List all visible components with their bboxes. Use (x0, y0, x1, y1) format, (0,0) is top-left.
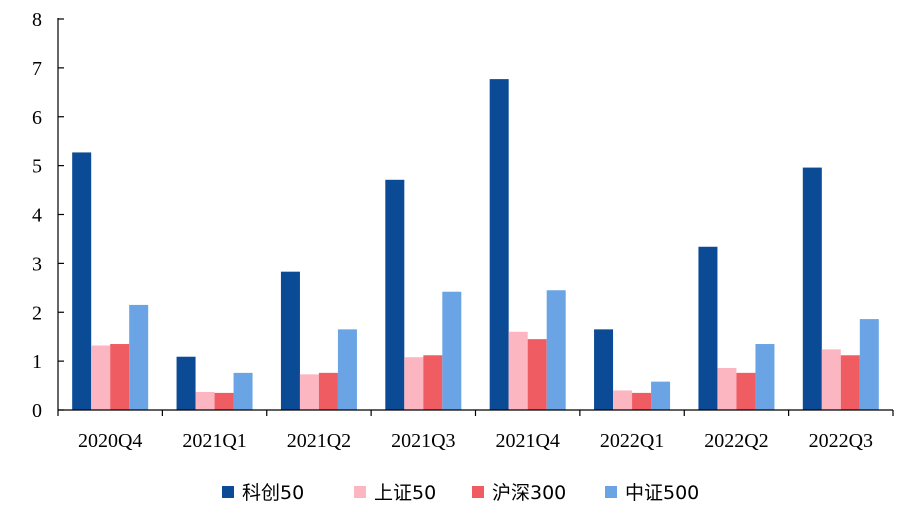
x-tick-label: 2022Q3 (809, 430, 873, 452)
bar-2022Q2-s0 (698, 246, 718, 410)
bar-2021Q2-s2 (318, 372, 338, 410)
bar-2022Q2-s1 (717, 367, 737, 410)
y-tick-label: 7 (32, 58, 42, 80)
bar-2022Q2-s2 (736, 372, 756, 410)
x-tick-label: 2022Q1 (600, 430, 664, 452)
legend-label-0: 科创50 (242, 482, 304, 504)
bar-2021Q4-s1 (508, 331, 528, 410)
bar-2022Q1-s1 (613, 390, 633, 410)
bar-2021Q4-s0 (489, 79, 509, 411)
bar-2021Q1-s0 (176, 356, 196, 410)
bars-group (72, 79, 879, 411)
bar-2022Q1-s3 (651, 381, 671, 410)
bar-2021Q1-s2 (214, 392, 234, 410)
y-tick-label: 1 (32, 351, 42, 373)
legend-swatch-1 (354, 486, 366, 498)
bar-2022Q2-s3 (755, 344, 775, 410)
bar-2022Q3-s2 (840, 355, 860, 410)
bar-2021Q1-s1 (195, 391, 215, 410)
y-tick-label: 8 (32, 9, 42, 31)
x-tick-label: 2021Q1 (182, 430, 246, 452)
bar-2020Q4-s1 (91, 345, 111, 410)
axes-group: 0 1 2 3 4 5 6 7 8 2020Q4 2021Q1 2021Q2 2021Q3 2021Q4 2… (32, 9, 894, 452)
legend-label-3: 中证500 (625, 482, 699, 504)
legend-swatch-0 (222, 486, 234, 498)
bar-2020Q4-s3 (129, 304, 149, 410)
x-tick-label: 2021Q2 (287, 430, 351, 452)
legend-swatch-2 (472, 486, 484, 498)
bar-2022Q1-s0 (594, 329, 614, 410)
legend-swatch-3 (605, 486, 617, 498)
x-tick-label: 2021Q4 (495, 430, 559, 452)
bar-2022Q1-s2 (632, 392, 652, 410)
y-tick-label: 4 (32, 205, 42, 227)
y-tick-label: 6 (32, 107, 42, 129)
bar-2022Q3-s1 (821, 349, 841, 410)
bar-2021Q4-s3 (546, 290, 566, 410)
bar-2020Q4-s0 (72, 152, 92, 410)
y-tick-label: 0 (32, 400, 42, 422)
x-tick-label: 2021Q3 (391, 430, 455, 452)
bar-2021Q3-s1 (404, 357, 424, 410)
bar-2020Q4-s2 (110, 344, 130, 410)
bar-2021Q4-s2 (527, 339, 547, 410)
y-tick-label: 2 (32, 302, 42, 324)
bar-2021Q2-s0 (280, 271, 300, 410)
x-tick-label: 2020Q4 (78, 430, 142, 452)
bar-2021Q2-s1 (299, 374, 319, 410)
bar-2021Q2-s3 (337, 329, 357, 410)
x-tick-label: 2022Q2 (704, 430, 768, 452)
y-tick-label: 3 (32, 253, 42, 275)
bar-2021Q1-s3 (233, 372, 253, 410)
bar-2021Q3-s2 (423, 355, 443, 410)
bar-2022Q3-s3 (859, 319, 879, 410)
y-tick-label: 5 (32, 156, 42, 178)
bar-2022Q3-s0 (802, 167, 822, 410)
bar-2021Q3-s3 (442, 291, 462, 410)
legend-label-2: 沪深300 (492, 482, 566, 504)
bar-2021Q3-s0 (385, 179, 405, 410)
legend: 科创50 上证50 沪深300 中证500 (222, 482, 699, 504)
legend-label-1: 上证50 (374, 482, 436, 504)
